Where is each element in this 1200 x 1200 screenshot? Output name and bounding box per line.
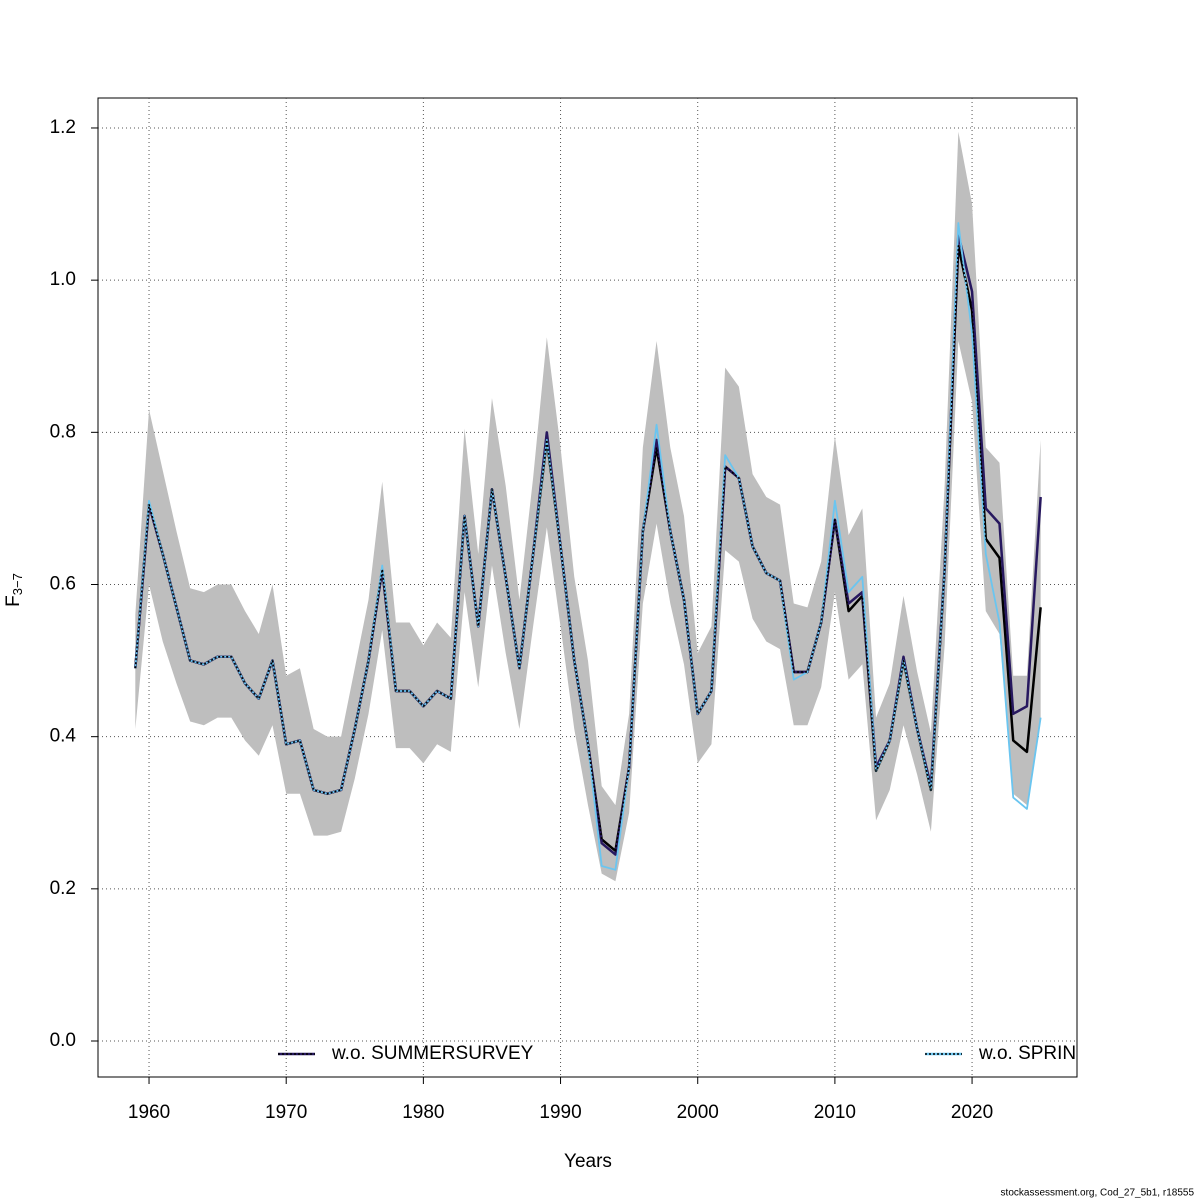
y-axis-title-main: F (3, 595, 24, 607)
y-tick-label: 0.2 (50, 878, 76, 899)
x-tick-label: 2020 (951, 1102, 993, 1123)
y-tick-label: 1.2 (50, 117, 76, 138)
x-tick-label: 1970 (265, 1102, 307, 1123)
x-tick-label: 1980 (402, 1102, 444, 1123)
y-tick-label: 0.0 (50, 1030, 76, 1051)
y-tick-label: 0.4 (50, 726, 77, 747)
plot-frame (97, 97, 1078, 1078)
x-tick-label: 1990 (539, 1102, 581, 1123)
x-axis-title: Years (564, 1151, 612, 1172)
confidence-band (135, 131, 1041, 882)
legend-label: w.o. SUMMERSURVEY (331, 1043, 534, 1064)
x-tick-label: 1960 (128, 1102, 170, 1123)
y-tick-label: 0.6 (50, 574, 76, 595)
y-tick-label: 0.8 (50, 421, 76, 442)
legend-label: w.o. SPRIN (978, 1043, 1076, 1064)
y-tick-label: 1.0 (50, 269, 76, 290)
y-axis-title-sub: 3−7 (10, 573, 25, 595)
plot-area (134, 131, 1042, 882)
y-axis-title: F3−7 (3, 573, 25, 607)
estimate-line-overlay (134, 245, 1042, 852)
x-tick-label: 2000 (677, 1102, 719, 1123)
x-tick-label: 2010 (814, 1102, 856, 1123)
legend: w.o. SUMMERSURVEY w.o. SPRIN (278, 1043, 1076, 1064)
footer: stockassessment.org, Cod_27_5b1, r18555 (1001, 1188, 1195, 1199)
